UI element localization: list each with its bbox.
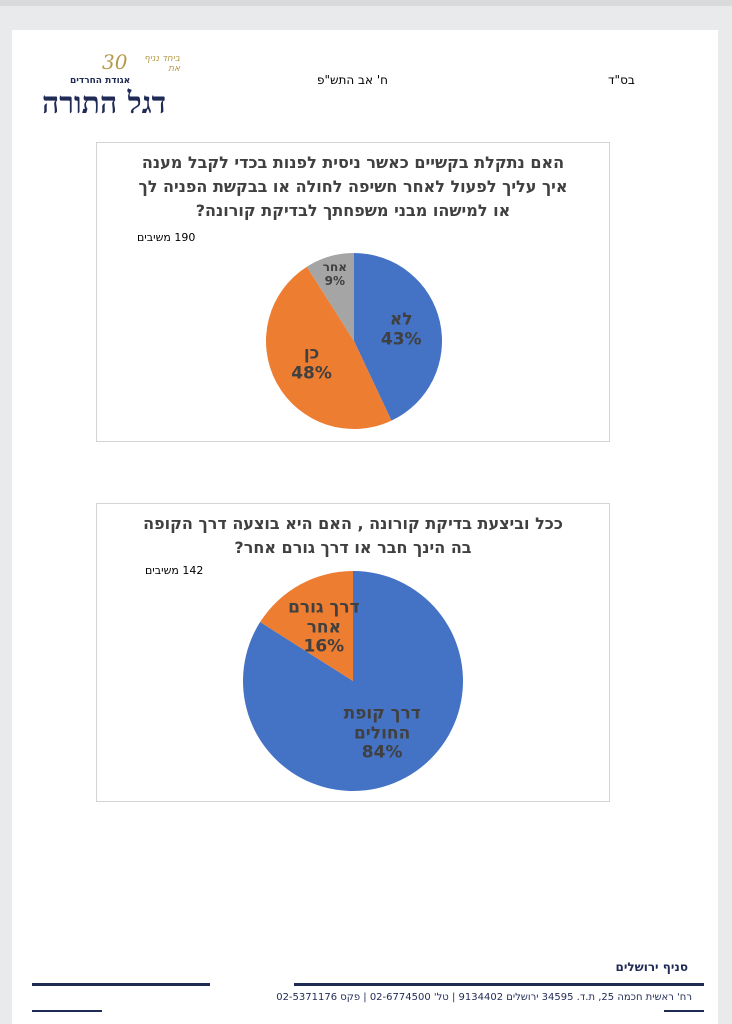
slice-label: דרך קופת החולים 84% — [337, 703, 427, 764]
document-page: 30 ביחד נניף את אגודת החרדים דגל התורה ח… — [12, 30, 718, 1024]
slice-label: כן 48% — [267, 343, 357, 384]
respondents: 190 משיבים — [137, 231, 196, 244]
pie-slice — [242, 571, 463, 791]
logo-tagline: ביחד נניף את — [144, 54, 180, 74]
pie-slice — [306, 253, 354, 341]
slice-category: לא — [389, 309, 413, 330]
address: רח' ראשית חכמה 25, ת.ד. 34595 ירושלים 91… — [276, 992, 692, 1003]
logo-badge: 30 — [102, 50, 128, 74]
date: ח' אב התש"פ — [317, 73, 388, 87]
rule — [32, 1010, 102, 1012]
slice-value: 16% — [303, 636, 345, 657]
pie-slice — [260, 571, 353, 681]
rule — [664, 1010, 704, 1012]
top-bar — [0, 0, 732, 6]
slice-label: דרך גורם אחר 16% — [279, 597, 369, 658]
chart-title: ככל וביצעת בדיקת קורונה , האם היא בוצעה … — [143, 514, 563, 557]
logo-subtitle: אגודת החרדים — [70, 76, 131, 86]
bsd: בס"ד — [608, 73, 635, 87]
slice-value: 84% — [361, 742, 403, 763]
slice-value: 9% — [324, 274, 346, 289]
pie-slice — [266, 266, 392, 430]
slice-category: דרך קופת החולים — [343, 703, 421, 744]
logo-title: דגל התורה — [42, 86, 167, 121]
pie — [242, 571, 463, 791]
branch: סניף ירושלים — [615, 960, 688, 974]
slice-category: אחר — [322, 260, 347, 275]
chart-box: ככל וביצעת בדיקת קורונה , האם היא בוצעה … — [96, 503, 610, 802]
slice-label: לא 43% — [356, 309, 446, 350]
slice-category: דרך גורם אחר — [288, 597, 360, 638]
slice-category: כן — [303, 343, 320, 364]
pie — [266, 253, 442, 430]
rule — [294, 983, 704, 986]
rule — [32, 983, 210, 986]
pie-slice — [354, 253, 442, 421]
respondents: 142 משיבים — [145, 564, 204, 577]
slice-label: אחר 9% — [315, 260, 355, 289]
slice-value: 43% — [380, 329, 422, 350]
logo: 30 ביחד נניף את אגודת החרדים דגל התורה — [40, 50, 180, 130]
chart-title: האם נתקלת בקשיים כאשר ניסית לפנות בכדי ל… — [138, 153, 568, 220]
slice-value: 48% — [291, 363, 332, 384]
chart-box: האם נתקלת בקשיים כאשר ניסית לפנות בכדי ל… — [96, 142, 610, 442]
